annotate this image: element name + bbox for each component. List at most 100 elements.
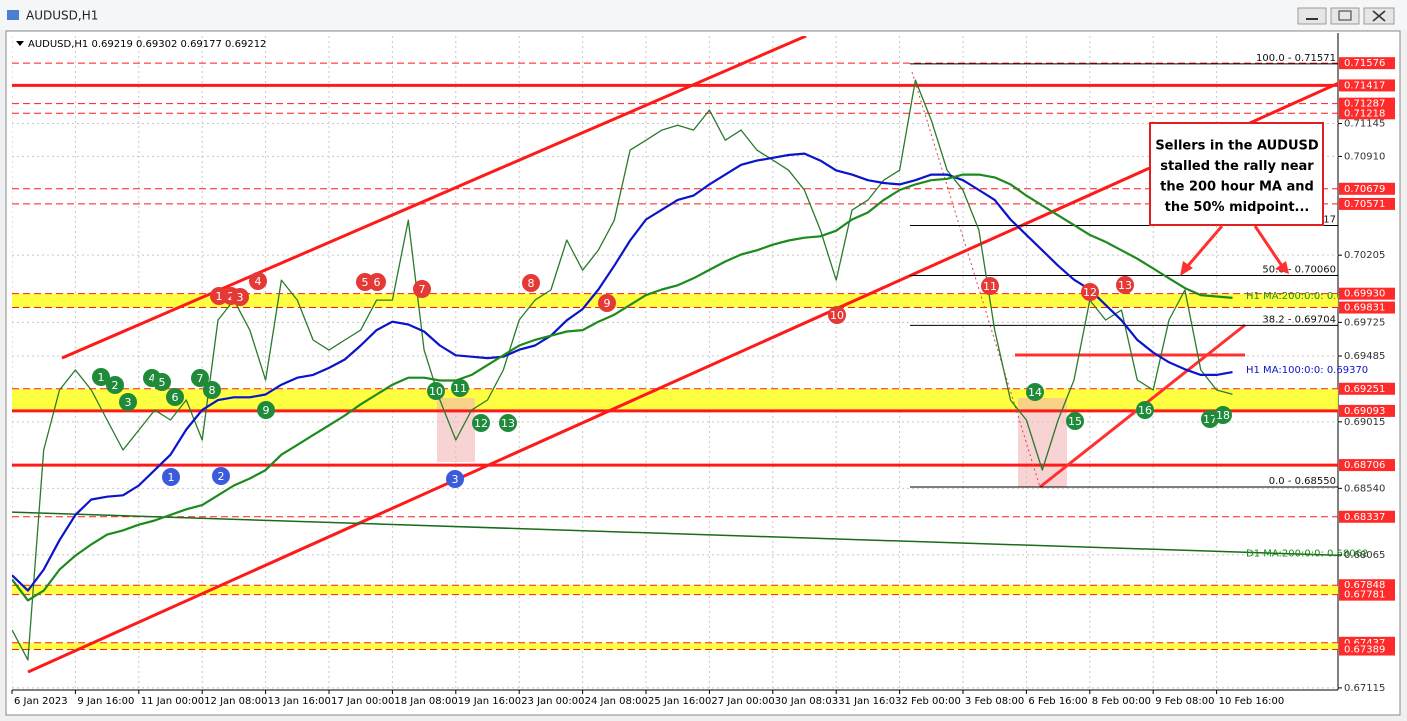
price-level-tag bbox=[1339, 382, 1395, 395]
series-line bbox=[12, 79, 1233, 661]
wave-marker bbox=[427, 382, 445, 400]
wave-marker bbox=[1066, 412, 1084, 430]
close-icon bbox=[1372, 10, 1386, 22]
y-tick-label: 0.69485 bbox=[1344, 351, 1385, 362]
wave-marker bbox=[1214, 406, 1232, 424]
annotation-text: stalled the rally near bbox=[1160, 159, 1314, 174]
fib-connector bbox=[911, 71, 1041, 488]
wave-marker-label: 5 bbox=[159, 376, 166, 389]
annotation-text: Sellers in the AUDUSD bbox=[1155, 139, 1319, 154]
wave-marker bbox=[522, 274, 540, 292]
annotation-arrow bbox=[1253, 225, 1284, 267]
price-level-tag bbox=[1339, 588, 1395, 601]
wave-marker bbox=[472, 414, 490, 432]
wave-marker bbox=[153, 373, 171, 391]
wave-marker-label: 10 bbox=[429, 385, 443, 398]
y-tick-label: 0.70910 bbox=[1344, 151, 1385, 162]
wave-marker-label: 6 bbox=[172, 391, 179, 404]
wave-marker bbox=[499, 414, 517, 432]
x-tick-label: 17 Jan 00:00 bbox=[331, 696, 394, 707]
support-zone bbox=[12, 642, 1338, 650]
window-title: AUDUSD,H1 bbox=[26, 9, 98, 23]
price-level-tag bbox=[1339, 643, 1395, 656]
y-tick-label: 0.70205 bbox=[1344, 250, 1385, 261]
wave-marker bbox=[257, 401, 275, 419]
fib-label: 50.0 - 0.70060 bbox=[1262, 264, 1336, 275]
minimize-button[interactable] bbox=[1297, 7, 1327, 25]
x-tick-label: 3 Feb 08:00 bbox=[965, 696, 1024, 707]
wave-marker bbox=[119, 393, 137, 411]
price-level-label: 0.70679 bbox=[1344, 184, 1385, 195]
arrow-head bbox=[1275, 261, 1289, 274]
price-level-tag bbox=[1339, 404, 1395, 417]
price-level-label: 0.68337 bbox=[1344, 512, 1385, 523]
x-tick-label: 9 Feb 08:00 bbox=[1155, 696, 1214, 707]
wave-marker-label: 2 bbox=[228, 290, 235, 303]
wave-marker bbox=[1116, 276, 1134, 294]
price-level-label: 0.68706 bbox=[1344, 460, 1385, 471]
wave-marker-label: 4 bbox=[149, 372, 156, 385]
series-line bbox=[12, 173, 1233, 602]
wave-marker-label: 8 bbox=[209, 384, 216, 397]
y-tick-label: 0.71145 bbox=[1344, 119, 1385, 130]
plot-area bbox=[12, 36, 1338, 690]
wave-marker-label: 14 bbox=[1028, 386, 1042, 399]
x-tick-label: 31 Jan 16:03 bbox=[838, 696, 901, 707]
wave-marker bbox=[1136, 401, 1154, 419]
wave-marker bbox=[166, 388, 184, 406]
x-tick-label: 6 Jan 2023 bbox=[14, 696, 68, 707]
wave-marker-label: 9 bbox=[263, 404, 270, 417]
y-tick-label: 0.68065 bbox=[1344, 550, 1385, 561]
y-tick-label: 0.69015 bbox=[1344, 417, 1385, 428]
window-buttons[interactable] bbox=[1297, 7, 1395, 25]
wave-marker-label: 7 bbox=[197, 372, 204, 385]
annotation-box bbox=[1149, 122, 1324, 226]
wave-marker bbox=[981, 277, 999, 295]
wave-marker-label: 12 bbox=[474, 417, 488, 430]
fib-label: 100.0 - 0.71571 bbox=[1256, 53, 1336, 64]
wave-marker-label: 18 bbox=[1216, 409, 1230, 422]
wave-marker-label: 17 bbox=[1203, 413, 1217, 426]
x-tick-label: 27 Jan 00:00 bbox=[711, 696, 774, 707]
chart-header: AUDUSD,H1 0.69219 0.69302 0.69177 0.6921… bbox=[28, 39, 266, 50]
x-tick-label: 13 Jan 16:00 bbox=[268, 696, 331, 707]
price-level-tag bbox=[1339, 57, 1395, 70]
wave-marker bbox=[1026, 383, 1044, 401]
wave-marker bbox=[212, 467, 230, 485]
wave-marker bbox=[368, 273, 386, 291]
price-level-tag bbox=[1339, 182, 1395, 195]
wave-marker-label: 11 bbox=[983, 280, 997, 293]
price-level-label: 0.71417 bbox=[1344, 80, 1385, 91]
wave-marker-label: 7 bbox=[419, 283, 426, 296]
x-tick-label: 25 Jan 16:00 bbox=[648, 696, 711, 707]
wave-marker bbox=[106, 376, 124, 394]
y-tick-label: 0.68540 bbox=[1344, 483, 1385, 494]
support-zone bbox=[12, 585, 1338, 595]
price-level-tag bbox=[1339, 197, 1395, 210]
wave-marker bbox=[231, 288, 249, 306]
x-tick-label: 19 Jan 16:00 bbox=[458, 696, 521, 707]
wave-marker bbox=[92, 368, 110, 386]
maximize-button[interactable] bbox=[1330, 7, 1360, 25]
wave-marker bbox=[446, 470, 464, 488]
wave-marker-label: 2 bbox=[218, 470, 225, 483]
arrow-head bbox=[1180, 261, 1193, 276]
price-level-label: 0.69930 bbox=[1344, 289, 1385, 300]
wave-marker bbox=[191, 369, 209, 387]
price-level-label: 0.70571 bbox=[1344, 199, 1385, 210]
wave-marker bbox=[162, 468, 180, 486]
wave-marker-label: 2 bbox=[112, 379, 119, 392]
wave-marker-label: 11 bbox=[453, 382, 467, 395]
wave-marker-label: 6 bbox=[374, 276, 381, 289]
wave-marker bbox=[451, 379, 469, 397]
x-tick-label: 11 Jan 00:00 bbox=[141, 696, 204, 707]
price-level-tag bbox=[1339, 510, 1395, 523]
wave-marker-label: 5 bbox=[362, 276, 369, 289]
wave-marker-label: 1 bbox=[98, 371, 105, 384]
fib-label: 38.2 - 0.69704 bbox=[1262, 314, 1336, 325]
price-level-label: 0.71218 bbox=[1344, 108, 1385, 119]
overlay: AUDUSD,H1 0.69219 0.69302 0.69177 0.6921… bbox=[16, 39, 1368, 559]
wave-marker-label: 3 bbox=[237, 291, 244, 304]
x-tick-label: 9 Jan 16:00 bbox=[77, 696, 134, 707]
